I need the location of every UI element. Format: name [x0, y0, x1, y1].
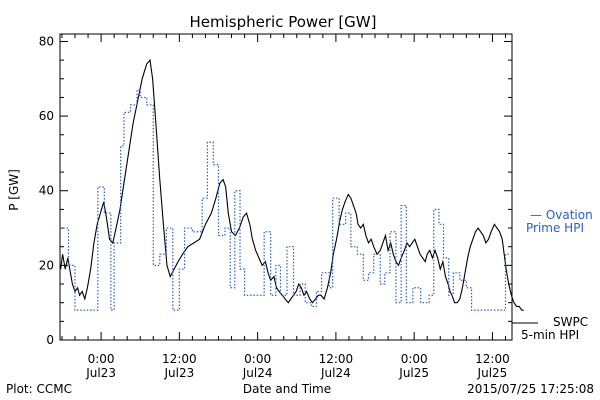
x-tick-date-label: Jul25	[398, 366, 429, 380]
x-tick-time-label: 12:00	[475, 352, 510, 366]
legend-swpc-line2: 5-min HPI	[521, 328, 579, 342]
y-tick-label: 60	[39, 109, 54, 123]
y-axis: 0 20 40 60 80	[39, 34, 512, 347]
x-axis: 0:00Jul2312:00Jul230:00Jul2412:00Jul240:…	[61, 34, 510, 380]
plot-frame	[59, 33, 513, 341]
x-tick-time-label: 0:00	[244, 352, 271, 366]
chart-title: Hemispheric Power [GW]	[190, 13, 377, 31]
legend-ovation-line2: Prime HPI	[526, 221, 584, 235]
series-line-ovation-prime	[60, 89, 509, 311]
x-tick-time-label: 12:00	[319, 352, 354, 366]
x-tick-time-label: 0:00	[88, 352, 115, 366]
series-layer	[60, 58, 524, 311]
footer-credit: Plot: CCMC	[6, 382, 72, 396]
x-tick-date-label: Jul25	[477, 366, 508, 380]
y-axis-label: P [GW]	[7, 169, 21, 211]
legend-swpc-line1: SWPC	[553, 315, 588, 329]
y-tick-label: 40	[39, 184, 54, 198]
y-tick-label: 0	[46, 333, 54, 347]
x-tick-time-label: 12:00	[162, 352, 197, 366]
y-tick-label: 80	[39, 34, 54, 48]
x-tick-date-label: Jul23	[85, 366, 116, 380]
series-line-swpc	[60, 58, 524, 311]
x-tick-time-label: 0:00	[401, 352, 428, 366]
footer-timestamp: 2015/07/25 17:25:08	[467, 382, 594, 396]
x-axis-label: Date and Time	[243, 382, 331, 396]
x-tick-date-label: Jul24	[320, 366, 351, 380]
legend: — Ovation Prime HPI SWPC 5-min HPI	[512, 208, 593, 342]
x-tick-date-label: Jul23	[163, 366, 194, 380]
y-tick-label: 20	[39, 258, 54, 272]
legend-ovation-line1: — Ovation	[530, 208, 593, 222]
x-tick-date-label: Jul24	[242, 366, 273, 380]
